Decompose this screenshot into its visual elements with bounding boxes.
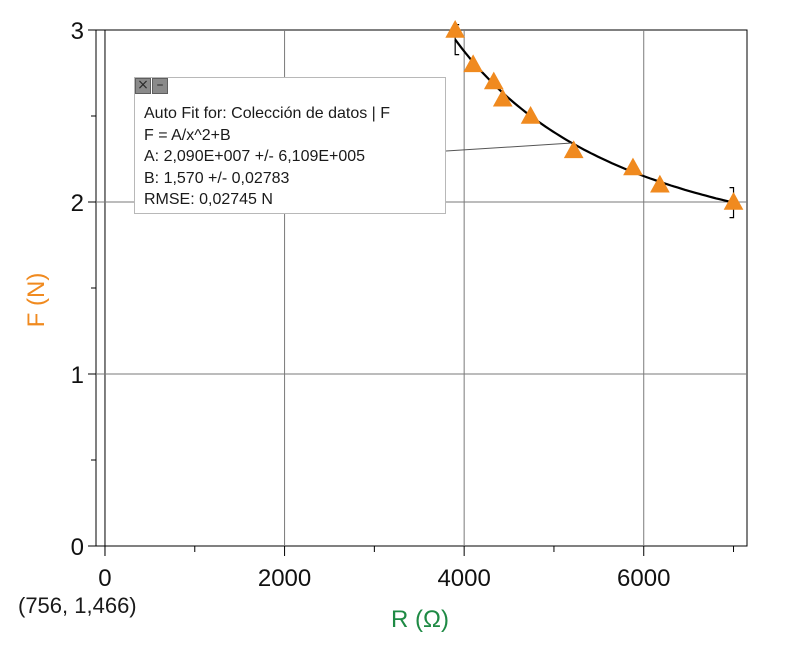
fit-rmse: RMSE: 0,02745 N <box>144 191 273 208</box>
data-point-triangle <box>492 88 513 107</box>
y-tick-label: 2 <box>71 190 84 217</box>
data-point-triangle <box>463 54 483 73</box>
x-tick-label: 0 <box>98 565 111 592</box>
y-tick-label: 0 <box>71 534 84 561</box>
x-tick-label: 6000 <box>617 565 670 592</box>
minimize-icon[interactable]: – <box>152 78 168 94</box>
fit-text: Auto Fit for: Colección de datos | F F =… <box>144 103 390 211</box>
data-point-triangle <box>723 191 744 210</box>
data-point-triangle <box>563 140 584 159</box>
fit-param-a: A: 2,090E+007 +/- 6,109E+005 <box>144 148 366 165</box>
coordinate-readout: (756, 1,466) <box>18 593 137 618</box>
fit-panel-controls: × – <box>135 78 169 94</box>
x-axis-label: R (Ω) <box>391 606 449 633</box>
data-point-triangle <box>520 105 541 124</box>
x-tick-label: 2000 <box>258 565 311 592</box>
fit-title: Auto Fit for: Colección de datos | F <box>144 105 391 122</box>
data-point-triangle <box>650 174 670 193</box>
y-tick-label: 3 <box>71 18 84 45</box>
close-icon[interactable]: × <box>135 78 151 94</box>
data-point-triangle <box>483 71 504 90</box>
fit-curve <box>454 38 734 204</box>
data-point-triangle <box>623 157 643 176</box>
auto-fit-panel[interactable]: × – Auto Fit for: Colección de datos | F… <box>134 77 446 214</box>
y-tick-label: 1 <box>71 362 84 389</box>
y-axis-label: F (N) <box>23 273 50 328</box>
fit-box-leader-line <box>445 142 572 152</box>
fit-param-b: B: 1,570 +/- 0,02783 <box>144 169 290 187</box>
fit-equation: F = A/x^2+B <box>144 126 231 144</box>
x-tick-label: 4000 <box>437 565 490 592</box>
data-point-triangle <box>445 19 466 38</box>
